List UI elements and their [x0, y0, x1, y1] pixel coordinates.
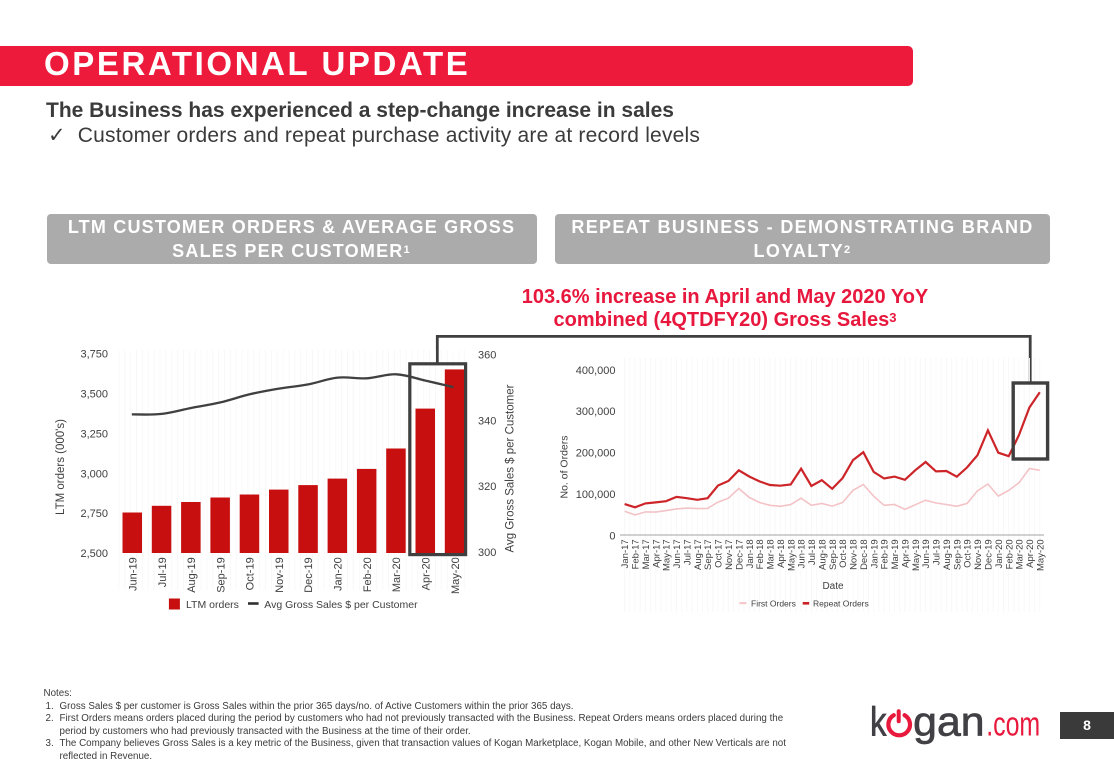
svg-text:No. of Orders: No. of Orders: [559, 435, 571, 498]
svg-text:Nov-17: Nov-17: [724, 539, 735, 570]
svg-text:200,000: 200,000: [576, 448, 616, 460]
svg-text:May-20: May-20: [450, 557, 462, 594]
svg-text:3,750: 3,750: [80, 349, 108, 361]
svg-text:Aug-17: Aug-17: [693, 539, 704, 570]
svg-text:Sep-19: Sep-19: [952, 539, 963, 570]
svg-text:Jul-19: Jul-19: [932, 539, 943, 565]
svg-text:Apr-20: Apr-20: [420, 557, 432, 590]
svg-text:First Orders: First Orders: [751, 598, 796, 608]
svg-text:Dec-18: Dec-18: [859, 539, 870, 570]
svg-text:Nov-19: Nov-19: [973, 539, 984, 570]
svg-text:k: k: [870, 699, 887, 745]
svg-text:Feb-19: Feb-19: [880, 539, 891, 569]
svg-text:Mar-19: Mar-19: [890, 539, 901, 569]
svg-text:Jan-20: Jan-20: [333, 557, 345, 591]
svg-text:Repeat Orders: Repeat Orders: [813, 598, 869, 608]
svg-text:2,750: 2,750: [80, 508, 108, 520]
svg-text:May-19: May-19: [911, 539, 922, 571]
svg-text:Apr-17: Apr-17: [651, 539, 662, 568]
svg-text:Jul-17: Jul-17: [683, 539, 694, 565]
svg-text:Jun-19: Jun-19: [921, 539, 932, 568]
svg-text:2,500: 2,500: [80, 548, 108, 560]
svg-text:300: 300: [478, 547, 496, 559]
svg-text:Nov-19: Nov-19: [274, 557, 286, 592]
svg-text:Jan-20: Jan-20: [994, 539, 1005, 568]
svg-text:Sep-18: Sep-18: [828, 539, 839, 570]
svg-text:360: 360: [478, 349, 496, 361]
svg-text:May-20: May-20: [1035, 539, 1046, 571]
svg-text:0: 0: [609, 531, 615, 543]
svg-text:Feb-20: Feb-20: [1004, 539, 1015, 569]
svg-text:Jul-18: Jul-18: [807, 539, 818, 565]
svg-text:Avg Gross Sales $ per Customer: Avg Gross Sales $ per Customer: [264, 599, 418, 611]
svg-text:Feb-18: Feb-18: [755, 539, 766, 569]
svg-text:Oct-19: Oct-19: [245, 557, 257, 590]
svg-text:gan: gan: [913, 699, 984, 745]
svg-text:.com: .com: [986, 706, 1040, 744]
svg-text:Feb-17: Feb-17: [631, 539, 642, 569]
svg-text:Oct-17: Oct-17: [714, 539, 725, 568]
svg-text:3,250: 3,250: [80, 428, 108, 440]
svg-text:Jun-19: Jun-19: [127, 557, 139, 591]
svg-text:LTM orders: LTM orders: [186, 599, 239, 611]
svg-text:320: 320: [478, 481, 496, 493]
svg-text:Jun-18: Jun-18: [797, 539, 808, 568]
svg-text:Date: Date: [822, 581, 844, 592]
svg-text:Sep-19: Sep-19: [215, 557, 227, 592]
svg-text:3,000: 3,000: [80, 468, 108, 480]
svg-text:Aug-19: Aug-19: [186, 557, 198, 592]
svg-text:Mar-18: Mar-18: [766, 539, 777, 569]
svg-text:May-17: May-17: [662, 539, 673, 571]
svg-text:Dec-17: Dec-17: [734, 539, 745, 570]
svg-text:300,000: 300,000: [576, 406, 616, 418]
svg-text:Jan-17: Jan-17: [620, 539, 631, 568]
svg-text:Jul-19: Jul-19: [157, 557, 169, 587]
svg-text:Dec-19: Dec-19: [303, 557, 315, 592]
svg-text:Avg Gross Sales $ per Customer: Avg Gross Sales $ per Customer: [505, 384, 517, 552]
svg-text:100,000: 100,000: [576, 489, 616, 501]
svg-text:Mar-17: Mar-17: [641, 539, 652, 569]
svg-text:Jan-18: Jan-18: [745, 539, 756, 568]
svg-text:LTM orders (000's): LTM orders (000's): [55, 419, 67, 515]
svg-text:Jun-17: Jun-17: [672, 539, 683, 568]
svg-text:Apr-20: Apr-20: [1025, 539, 1036, 568]
svg-text:3,500: 3,500: [80, 388, 108, 400]
svg-text:Aug-19: Aug-19: [942, 539, 953, 570]
svg-text:400,000: 400,000: [576, 365, 616, 377]
svg-text:Apr-19: Apr-19: [901, 539, 912, 568]
svg-text:Dec-19: Dec-19: [984, 539, 995, 570]
svg-text:Aug-18: Aug-18: [817, 539, 828, 570]
svg-text:Feb-20: Feb-20: [362, 557, 374, 592]
svg-text:Oct-18: Oct-18: [838, 539, 849, 568]
svg-text:May-18: May-18: [786, 539, 797, 571]
svg-text:Apr-18: Apr-18: [776, 539, 787, 568]
svg-text:Mar-20: Mar-20: [1015, 539, 1026, 569]
svg-text:Oct-19: Oct-19: [963, 539, 974, 568]
svg-text:Mar-20: Mar-20: [391, 557, 403, 592]
svg-text:Jan-19: Jan-19: [869, 539, 880, 568]
svg-text:Nov-18: Nov-18: [849, 539, 860, 570]
svg-text:340: 340: [478, 415, 496, 427]
svg-text:Sep-17: Sep-17: [703, 539, 714, 570]
